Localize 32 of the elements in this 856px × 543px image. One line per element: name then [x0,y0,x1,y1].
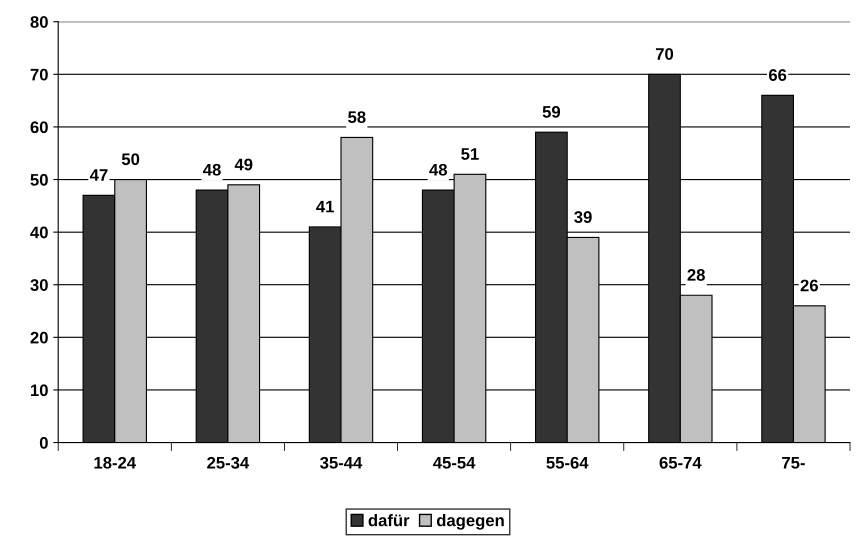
data-label: 51 [461,148,479,160]
x-tick-label: 18-24 [94,456,136,469]
data-label: 59 [542,106,560,118]
legend-label: dafür [368,514,410,526]
data-label: 39 [574,211,592,224]
data-label: 58 [348,111,366,124]
legend-label: dagegen [436,514,504,530]
data-label: 28 [687,269,705,281]
y-tick-label: 30 [30,279,48,291]
y-tick-label: 20 [30,332,48,344]
data-label: 48 [203,164,221,176]
y-tick-label: 40 [30,226,48,238]
x-tick-label: 65-74 [660,456,702,469]
y-tick-label: 80 [30,16,48,28]
x-tick-label: 75- [782,457,805,469]
data-label: 41 [316,200,334,212]
x-tick-label: 55-64 [546,456,588,469]
data-label: 50 [122,153,140,166]
y-tick-label: 10 [31,384,48,396]
x-tick-label: 25-34 [207,456,250,469]
y-tick-label: 60 [30,121,48,134]
data-label: 49 [234,158,252,170]
x-tick-label: 35-44 [320,456,362,469]
y-tick-label: 50 [30,174,48,186]
data-label: 70 [656,48,674,60]
x-tick-label: 45-54 [433,457,476,469]
data-label: 48 [429,164,448,176]
y-tick-label: 70 [30,68,48,81]
y-tick-label: 0 [40,436,48,449]
data-label: 47 [90,169,108,181]
data-label: 66 [768,69,786,81]
data-label: 26 [800,280,818,292]
